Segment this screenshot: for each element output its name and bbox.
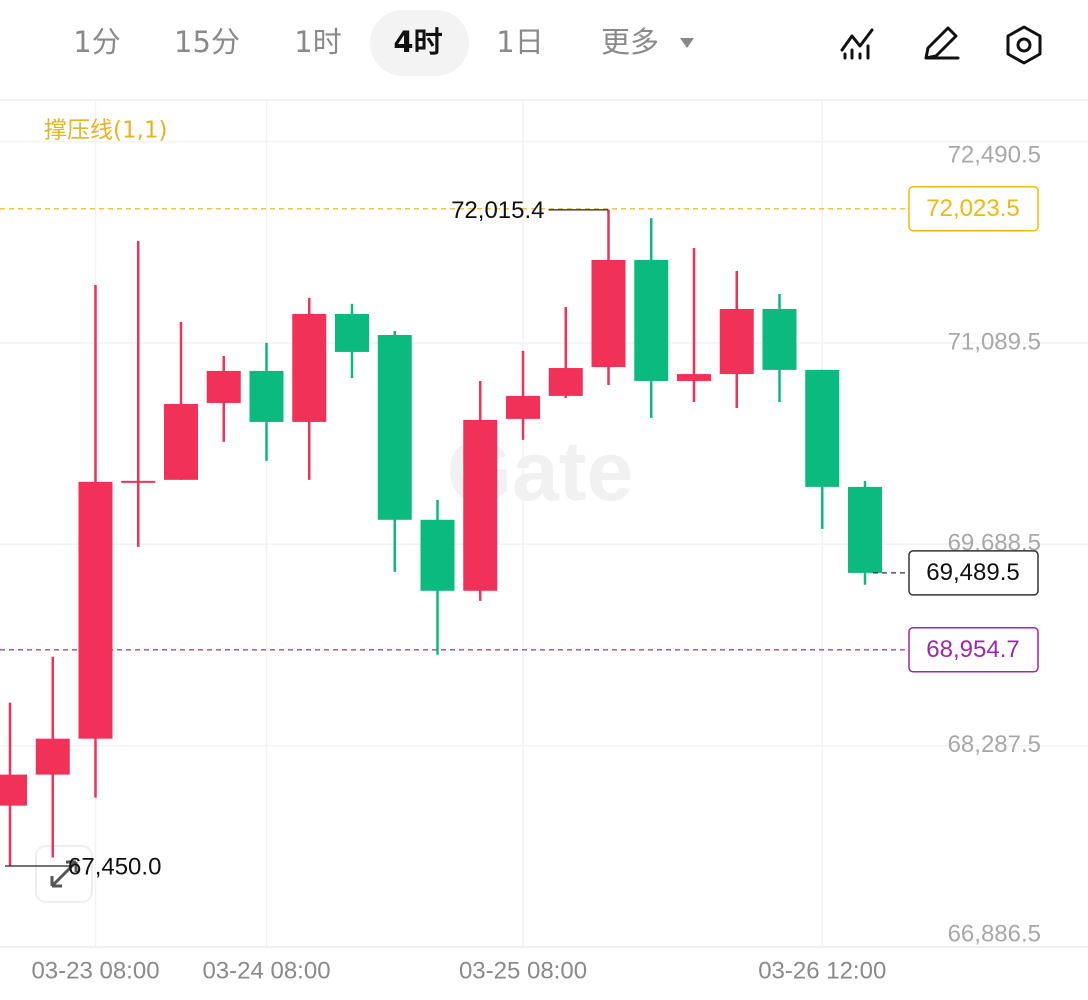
settings-icon[interactable] [1006,25,1042,65]
candle-body [292,313,327,422]
timeframe-tab[interactable]: 更多 [601,25,659,59]
x-tick-label: 03-25 08:00 [459,957,587,984]
candle-body [0,774,27,806]
high-label: 72,015.4 [451,197,544,224]
candle-body [377,334,412,520]
timeframe-tab[interactable]: 4时 [393,25,442,59]
candle-body [762,308,797,370]
candle-body [249,370,284,422]
last-price-label: 69,489.5 [926,559,1019,586]
y-tick-label: 71,089.5 [948,328,1041,355]
y-tick-label: 68,287.5 [948,731,1041,758]
draw-icon[interactable] [924,26,960,60]
candle-body [164,403,198,480]
candle-body [206,370,241,403]
toolbar-icons [840,25,1042,65]
indicator-label[interactable]: 撑压线(1,1) [44,118,168,144]
candle-body [634,259,669,381]
timeframe-tab[interactable]: 1时 [294,25,341,59]
candle-body [848,486,882,573]
candle-body [121,480,156,483]
price-line-label-box [908,185,1039,232]
candle-body [506,395,540,419]
expand-icon [50,860,78,888]
price-line-label: 72,023.5 [926,195,1019,222]
last-price-label-box [908,550,1039,596]
candle-body [548,368,583,396]
x-tick-label: 03-23 08:00 [31,957,159,984]
candle-body [719,308,754,375]
settings-icon-dot [1016,37,1032,53]
price-line-label: 68,954.7 [926,636,1019,663]
indicator-icon[interactable] [840,28,874,60]
low-label: 67,450.0 [68,853,161,880]
candle-body [78,481,113,739]
price-line-label-box [908,627,1039,673]
timeframe-tab[interactable]: 15分 [174,25,240,59]
candle-body [677,374,711,381]
timeframe-tab[interactable]: 1日 [496,25,543,59]
candle-body [463,419,498,591]
active-tab-bg [370,10,469,76]
candle-body [805,369,840,487]
candle-body [591,259,626,368]
candle-body [420,519,455,591]
y-tick-label: 72,490.5 [948,141,1041,168]
y-tick-label: 66,886.5 [948,920,1041,947]
dropdown-arrow[interactable] [680,38,694,48]
timeframe-tab[interactable]: 1分 [73,25,120,59]
candle-body [35,738,70,775]
x-tick-label: 03-26 12:00 [758,957,886,984]
candle-body [335,313,369,352]
x-tick-label: 03-24 08:00 [202,957,330,984]
